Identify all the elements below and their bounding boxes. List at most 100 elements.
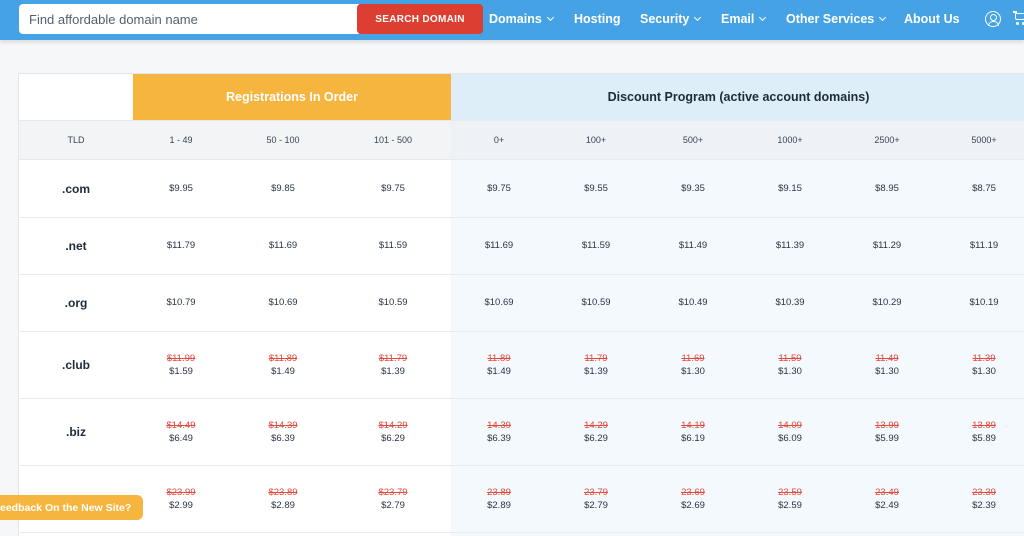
price-value: $9.85 [271,183,295,194]
price-cell: 11.49 $1.30 [839,331,935,398]
price-value: $6.39 [487,432,511,444]
feedback-tab[interactable]: eedback On the New Site? [0,495,143,520]
price-value: $11.19 [969,240,999,251]
top-navigation-bar: SEARCH DOMAIN Domains Hosting Security Emai… [0,0,1024,40]
row-divider [19,398,1024,399]
original-price: $14.29 [378,419,408,431]
original-price: 23.79 [584,486,608,498]
original-price: 14.09 [778,419,802,431]
column-header: 2500+ [874,135,900,145]
price-cell: 13.99 $5.99 [839,398,935,465]
price-cell: $9.55 [548,160,644,217]
original-price: $14.39 [268,419,298,431]
nav-item-security[interactable]: Security [640,12,702,26]
nav-item-domains[interactable]: Domains [489,12,554,26]
column-header: 1000+ [777,135,803,145]
price-cell: $9.75 [345,160,441,217]
row-divider [19,217,1024,218]
price-cell: $9.15 [742,160,838,217]
pricing-table: Registrations In Order Discount Program … [18,73,1024,536]
price-cell: 23.49 $2.49 [839,465,935,532]
price-value: $9.75 [487,183,511,194]
original-price: 11.69 [681,352,705,364]
price-cell: 23.59 $2.59 [742,465,838,532]
tld-name: .com [61,181,90,196]
price-cell: $14.49 $6.49 [133,398,229,465]
search-domain-button[interactable]: SEARCH DOMAIN [357,4,483,34]
price-value: $11.49 [678,240,708,251]
price-cell: $10.79 [133,274,229,331]
nav-item-email[interactable]: Email [721,12,767,26]
price-cell: $14.39 $6.39 [235,398,331,465]
price-cell: 23.69 $2.69 [645,465,741,532]
price-cell: $14.29 $6.29 [345,398,441,465]
price-value: $9.95 [169,183,193,194]
original-price: 23.49 [875,486,899,498]
price-cell: 11.59 $1.30 [742,331,838,398]
price-value: $10.69 [268,297,298,308]
price-value: $10.19 [969,297,999,308]
row-divider [19,331,1024,332]
column-header: 0+ [493,135,505,145]
cart-icon[interactable] [1013,11,1024,25]
price-value: $10.29 [872,297,902,308]
domain-search-input[interactable] [19,4,359,34]
price-value: $9.55 [584,183,608,194]
price-value: $9.15 [778,183,802,194]
price-cell: 13.89 $5.89 [936,398,1024,465]
price-cell: $9.35 [645,160,741,217]
price-cell: $11.29 [839,217,935,274]
price-cell: $10.29 [839,274,935,331]
original-price: 11.49 [875,352,899,364]
price-cell: $10.69 [451,274,547,331]
original-price: 14.29 [584,419,608,431]
price-value: $2.69 [681,499,705,511]
tld-name: .club [61,357,90,372]
nav-item-hosting[interactable]: Hosting [574,12,621,26]
price-value: $6.29 [381,432,405,444]
price-value: $2.49 [875,499,899,511]
price-value: $11.69 [268,240,298,251]
price-cell: $9.75 [451,160,547,217]
price-cell: $23.89 $2.89 [235,465,331,532]
nav-item-label: Other Services [786,12,875,26]
price-value: $11.69 [484,240,514,251]
column-header: 101 - 500 [373,135,413,145]
chevron-down-icon [759,13,767,22]
nav-item-label: Domains [489,12,542,26]
price-value: $8.75 [972,183,996,194]
nav-item-other-services[interactable]: Other Services [786,12,887,26]
price-value: $2.39 [972,499,996,511]
price-value: $1.39 [381,365,405,377]
price-value: $1.30 [972,365,996,377]
user-icon[interactable] [985,11,1001,27]
domain-search: SEARCH DOMAIN [19,4,483,34]
main-nav: Domains Hosting Security Email Other Service… [0,0,1024,38]
column-header: 5000+ [971,135,997,145]
price-cell: 11.69 $1.30 [645,331,741,398]
price-value: $9.35 [681,183,705,194]
original-price: 11.89 [487,352,511,364]
original-price: 11.59 [778,352,802,364]
price-value: $8.95 [875,183,899,194]
price-cell: $11.79 [133,217,229,274]
column-header: 100+ [585,135,607,145]
price-value: $6.39 [271,432,295,444]
price-cell: $11.99 $1.59 [133,331,229,398]
nav-item-label: Email [721,12,755,26]
nav-item-about-us[interactable]: About Us [904,12,960,26]
price-value: $6.29 [584,432,608,444]
price-value: $1.30 [875,365,899,377]
table-row: $23.99 $2.99 $23.89 $2.89 $23.79 $2.79 23.89 $2… [19,465,1024,532]
price-value: $9.75 [381,183,405,194]
price-value: $1.30 [778,365,802,377]
price-value: $2.89 [487,499,511,511]
table-row: .com $9.95 $9.85 $9.75 $9.75 $9.55 $9.35 $9.15 $… [19,160,1024,217]
price-value: $5.99 [875,432,899,444]
chevron-down-icon [694,13,702,22]
price-cell: $23.99 $2.99 [133,465,229,532]
column-header: 1 - 49 [169,135,193,145]
price-value: $1.39 [584,365,608,377]
original-price: $11.79 [378,352,408,364]
table-row: .net $11.79 $11.69 $11.59 $11.69 $11.59 $11.49… [19,217,1024,274]
